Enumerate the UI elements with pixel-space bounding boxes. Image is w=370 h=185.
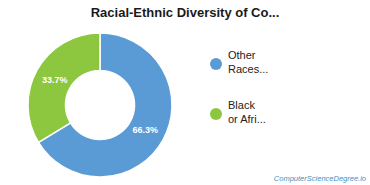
legend-label: Blackor Afri...: [228, 99, 266, 125]
title: Racial-Ethnic Diversity of Co...: [91, 5, 280, 20]
legend: OtherRaces... Blackor Afri...: [210, 49, 268, 125]
data-label: 33.7%: [42, 75, 68, 85]
slice: [28, 33, 100, 142]
legend-label: OtherRaces...: [228, 49, 268, 75]
data-label: 66.3%: [132, 125, 158, 135]
data-labels: 66.3% 33.7%: [42, 75, 158, 136]
chart: Racial-Ethnic Diversity of Co... 66.3% 33.…: [0, 0, 370, 185]
legend-item: OtherRaces...: [210, 49, 268, 75]
legend-swatch: [210, 58, 222, 70]
donut: [28, 33, 172, 177]
legend-swatch: [210, 108, 222, 120]
legend-item: Blackor Afri...: [210, 99, 266, 125]
watermark: ComputerScienceDegree.io: [274, 174, 366, 183]
